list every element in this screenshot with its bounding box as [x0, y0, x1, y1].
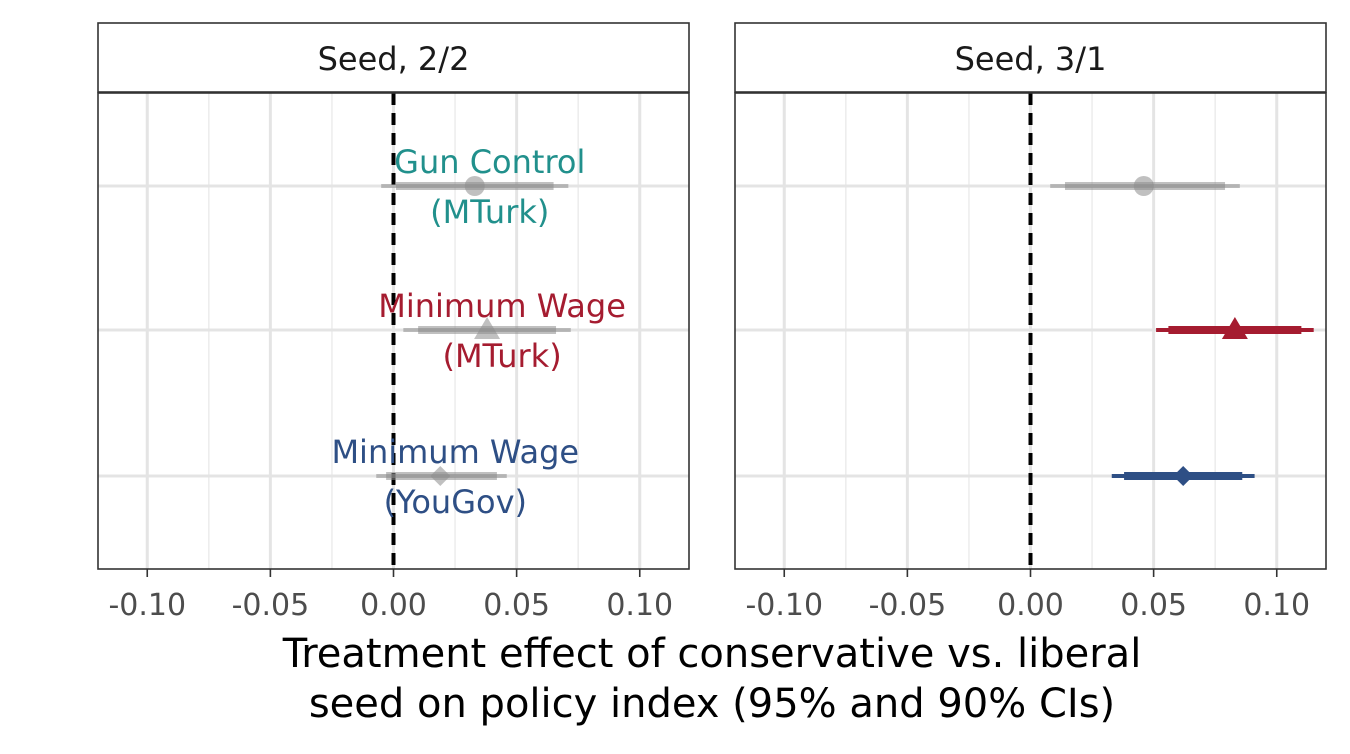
- x-tick-label: 0.00: [997, 588, 1064, 623]
- point-estimate-diamond: [1173, 466, 1194, 486]
- point-estimate-diamond: [430, 466, 451, 486]
- point-estimate-circle: [464, 176, 485, 196]
- series-label: (YouGov): [384, 483, 527, 521]
- series-label: Minimum Wage: [378, 287, 626, 325]
- x-tick-label: 0.05: [483, 588, 550, 623]
- series-label: (MTurk): [442, 337, 561, 375]
- series-label: Minimum Wage: [331, 433, 579, 471]
- point-estimate-triangle: [1221, 317, 1248, 339]
- series-label: (MTurk): [430, 193, 549, 231]
- facet-strip-label: Seed, 2/2: [318, 40, 470, 78]
- x-tick-label: 0.10: [606, 588, 673, 623]
- x-tick-label: 0.10: [1243, 588, 1310, 623]
- x-axis-title: Treatment effect of conservative vs. lib…: [282, 631, 1142, 677]
- facet-strip: [97, 22, 690, 93]
- x-tick-label: -0.05: [232, 588, 310, 623]
- point-estimate-triangle: [474, 317, 501, 339]
- facet-strip: [734, 22, 1327, 93]
- x-tick-label: -0.10: [745, 588, 823, 623]
- point-estimate-circle: [1133, 176, 1154, 196]
- x-tick-label: 0.00: [360, 588, 427, 623]
- x-axis-title: seed on policy index (95% and 90% CIs): [309, 681, 1115, 727]
- facet-strip-label: Seed, 3/1: [955, 40, 1107, 78]
- x-tick-label: 0.05: [1120, 588, 1187, 623]
- x-tick-label: -0.05: [869, 588, 947, 623]
- x-tick-label: -0.10: [108, 588, 186, 623]
- series-label: Gun Control: [394, 143, 585, 181]
